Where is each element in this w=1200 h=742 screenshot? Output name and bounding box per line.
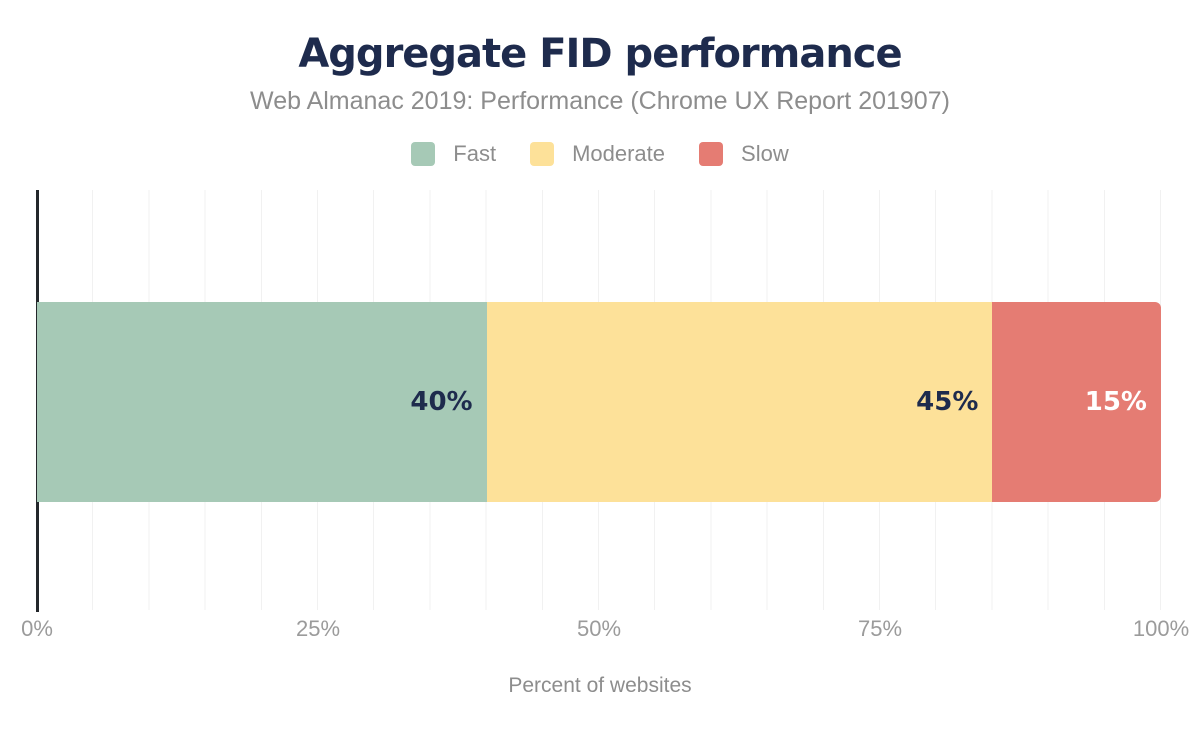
plot-area: 40% 45% 15% — [37, 190, 1161, 610]
x-tick-0: 0% — [21, 616, 53, 641]
bar-segment-moderate[interactable]: 45% — [486, 302, 993, 502]
bar-value-fast: 40% — [410, 387, 473, 417]
moderate-swatch-icon — [530, 142, 555, 166]
legend-label-fast: Fast — [453, 141, 497, 166]
chart-title: Aggregate FID performance — [298, 31, 902, 77]
bar-value-moderate: 45% — [916, 387, 979, 417]
x-axis-title: Percent of websites — [508, 674, 692, 697]
legend-item-slow: Slow — [699, 141, 789, 167]
bar-segment-fast[interactable]: 40% — [37, 302, 487, 502]
bar-value-slow: 15% — [1084, 387, 1147, 417]
x-tick-25: 25% — [295, 616, 341, 641]
x-tick-100: 100% — [1132, 616, 1190, 641]
legend-item-moderate: Moderate — [530, 141, 665, 167]
legend: Fast Moderate Slow — [0, 140, 1200, 168]
legend-item-fast: Fast — [411, 141, 496, 167]
fast-swatch-icon — [411, 142, 436, 166]
legend-label-slow: Slow — [741, 141, 789, 166]
chart-subtitle: Web Almanac 2019: Performance (Chrome UX… — [250, 87, 950, 115]
slow-swatch-icon — [699, 142, 724, 166]
x-tick-50: 50% — [576, 616, 622, 641]
bar-segment-slow[interactable]: 15% — [992, 302, 1161, 502]
x-tick-75: 75% — [857, 616, 903, 641]
legend-label-moderate: Moderate — [572, 141, 666, 166]
stacked-bar: 40% 45% 15% — [37, 302, 1161, 502]
x-axis-ticks: 0% 25% 50% 75% 100% — [21, 616, 1189, 642]
